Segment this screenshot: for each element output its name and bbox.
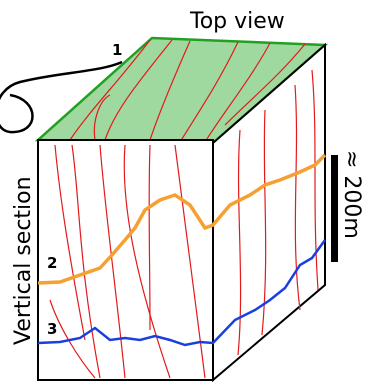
vertical-section-label: Vertical section bbox=[11, 176, 36, 345]
scale-bar bbox=[331, 155, 338, 262]
marker-2: 2 bbox=[47, 254, 57, 272]
page: ≈ 200m Top view Vertical section 1 2 3 (… bbox=[0, 0, 374, 383]
scale-label: ≈ 200m bbox=[339, 150, 364, 239]
top-view-label: Top view bbox=[189, 9, 285, 34]
marker-1: 1 bbox=[112, 41, 122, 59]
marker-3: 3 bbox=[47, 320, 57, 338]
diagram: ≈ 200m Top view Vertical section 1 2 3 bbox=[0, 0, 374, 383]
